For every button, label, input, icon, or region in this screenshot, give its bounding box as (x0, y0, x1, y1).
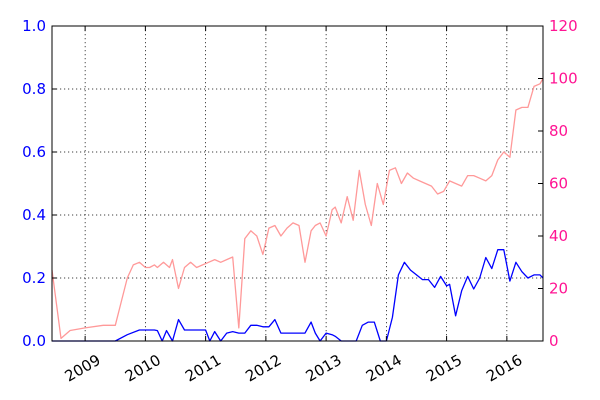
left-tick-label: 0.2 (22, 269, 46, 287)
x-tick-label: 2011 (182, 351, 224, 386)
x-tick-label: 2015 (423, 351, 465, 386)
series-line-right-axis (51, 78, 544, 340)
series-layer (51, 78, 544, 342)
left-tick-label: 0.8 (22, 80, 46, 98)
x-tick-label: 2009 (62, 351, 104, 386)
x-tick-label: 2016 (483, 351, 525, 386)
right-tick-label: 0 (549, 332, 559, 350)
right-tick-label: 80 (549, 122, 568, 140)
plot-frame (51, 25, 544, 342)
right-y-axis: 0 20 40 60 80 100 120 (538, 17, 578, 350)
x-tick-label: 2012 (242, 351, 284, 386)
left-tick-label: 0.4 (22, 206, 46, 224)
right-tick-label: 120 (549, 17, 578, 35)
left-tick-label: 1.0 (22, 17, 46, 35)
x-tick-label: 2014 (363, 351, 405, 386)
left-y-axis: 0.0 0.2 0.4 0.6 0.8 1.0 (22, 17, 57, 350)
x-tick-label: 2013 (303, 351, 345, 386)
right-tick-label: 100 (549, 70, 578, 88)
grid-layer (52, 25, 543, 342)
x-tick-label: 2010 (122, 351, 164, 386)
right-tick-label: 40 (549, 227, 568, 245)
right-tick-label: 20 (549, 280, 568, 298)
x-axis: 2009 2010 2011 2012 2013 2014 2015 2016 (62, 26, 525, 386)
left-tick-label: 0.6 (22, 143, 46, 161)
right-tick-label: 60 (549, 175, 568, 193)
left-tick-label: 0.0 (22, 332, 46, 350)
series-line-left-axis (52, 249, 544, 342)
